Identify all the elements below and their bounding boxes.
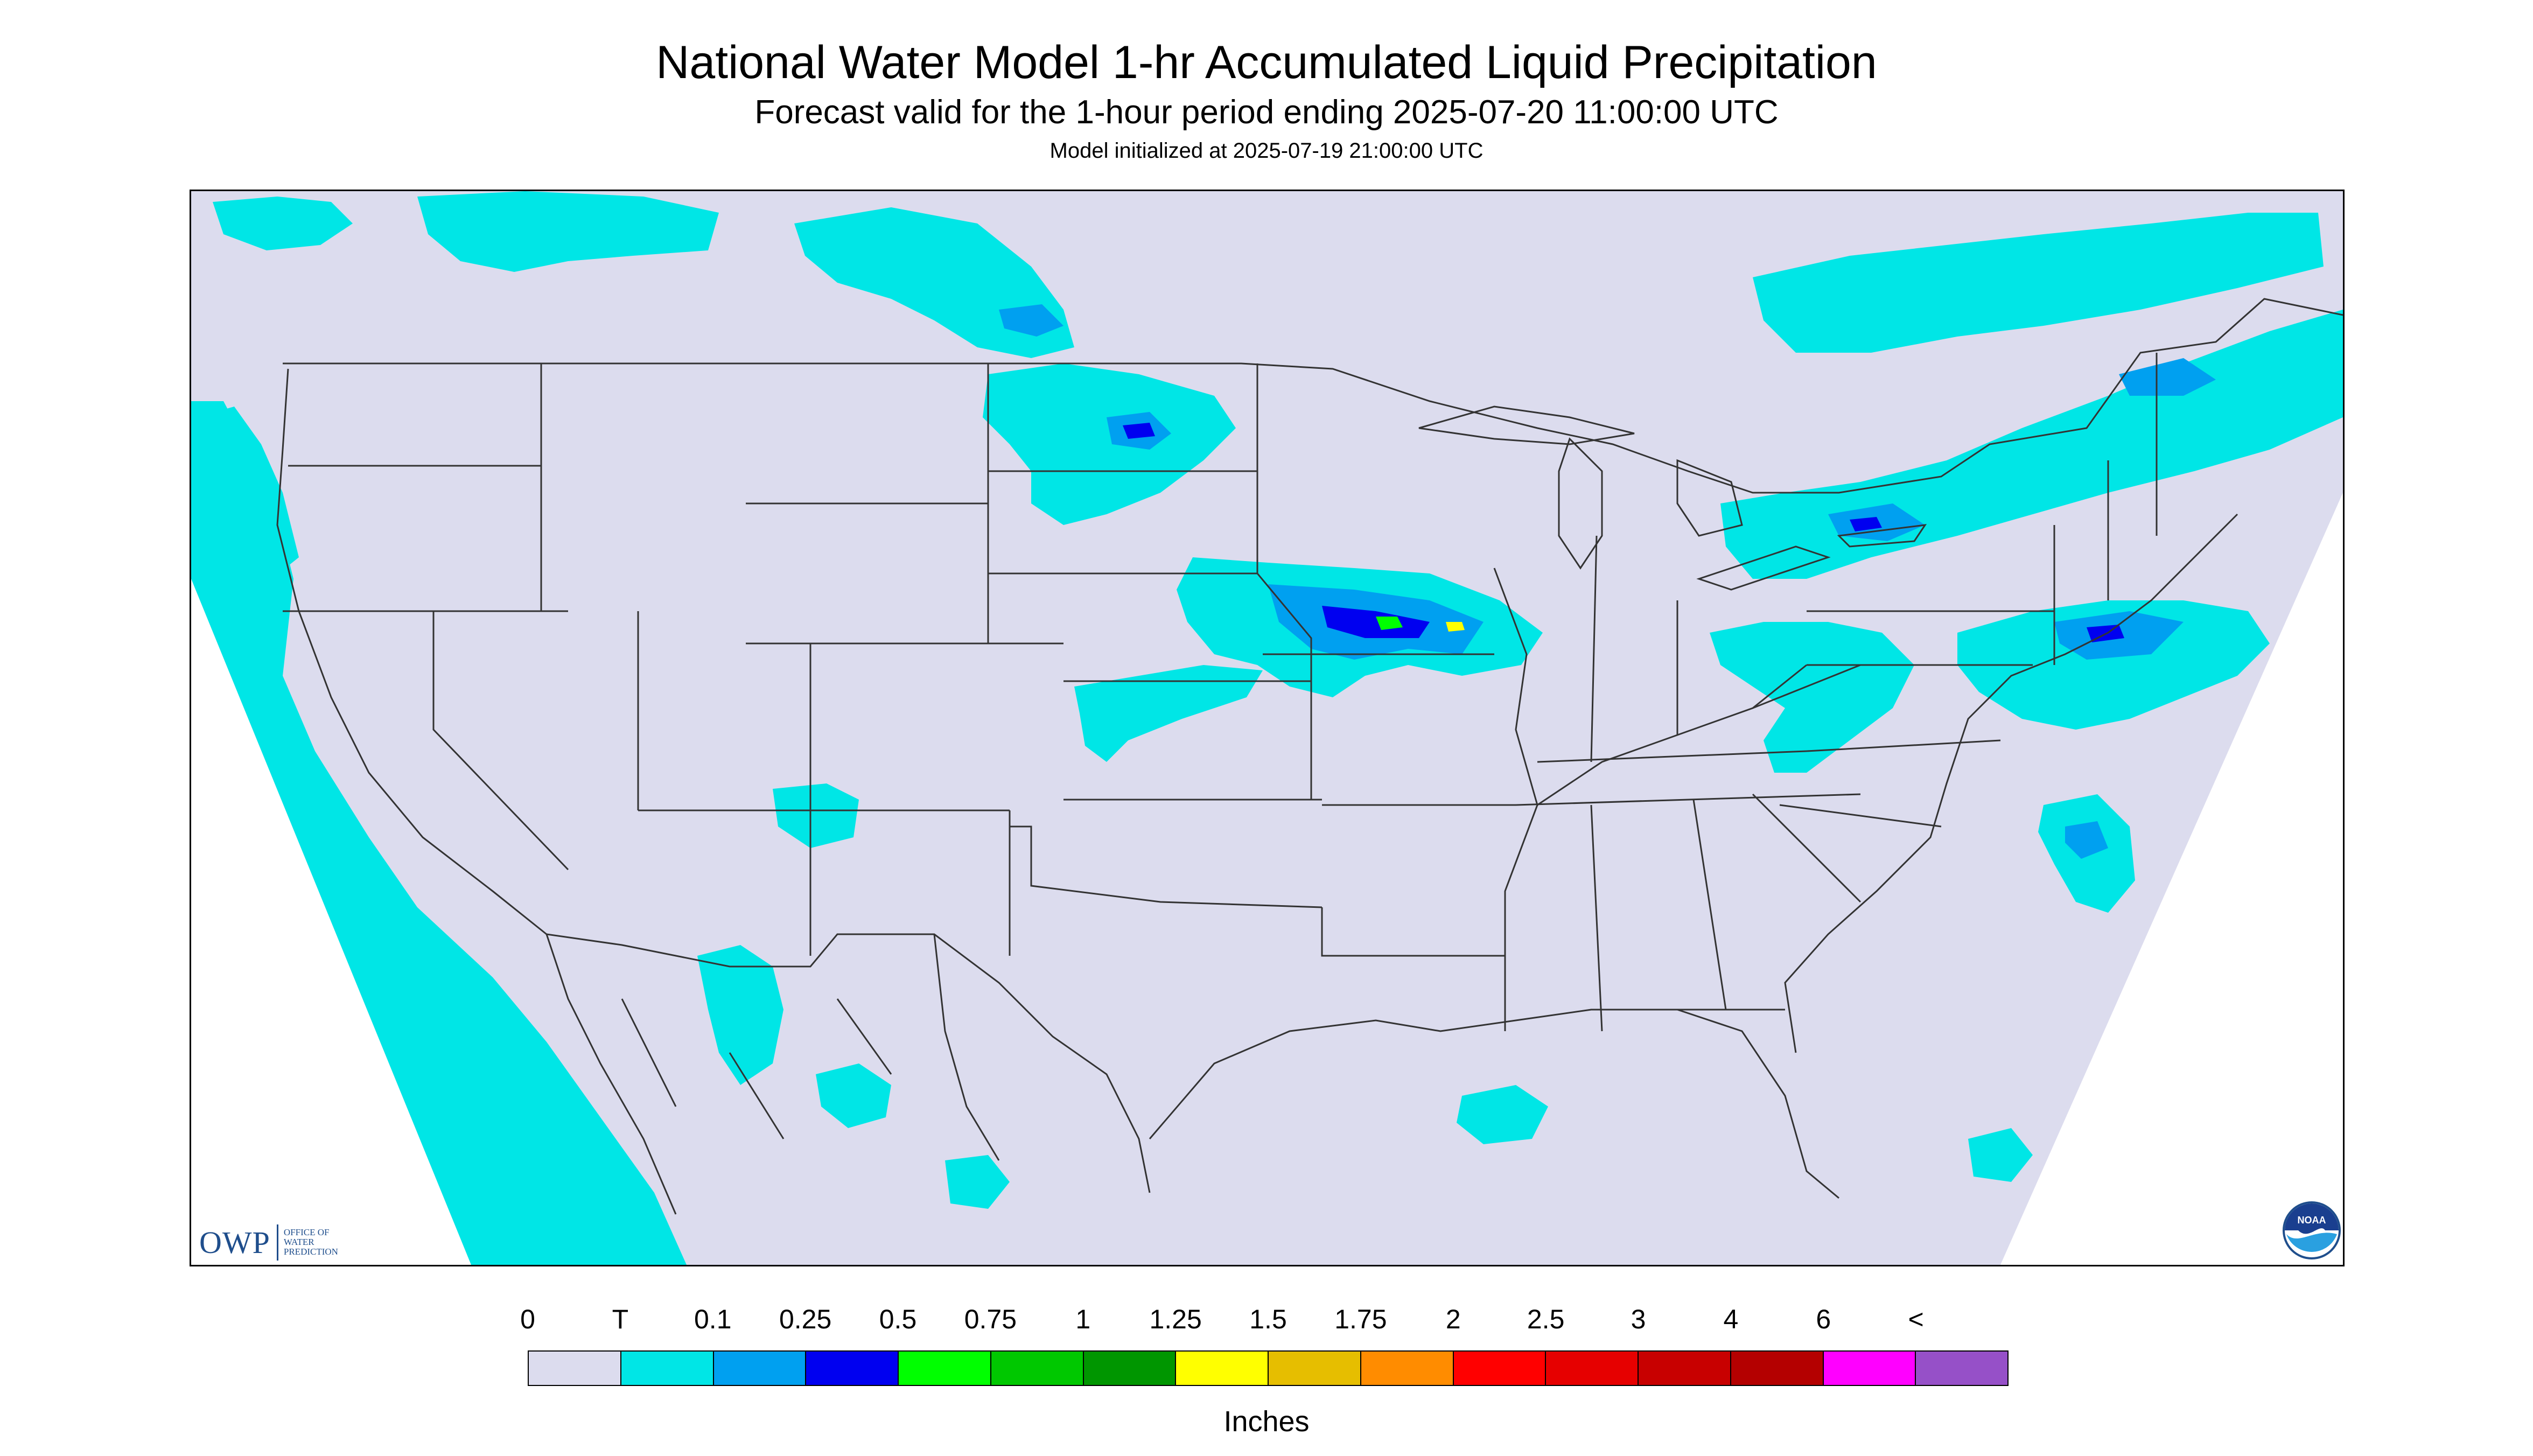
line-mn-east bbox=[1256, 363, 1312, 800]
legend-swatch bbox=[1269, 1352, 1361, 1385]
precip-area-gulf-scattered bbox=[1457, 1085, 1548, 1144]
gulf-coast-line bbox=[1149, 1009, 1839, 1199]
line-va-nc bbox=[1806, 739, 2001, 752]
baja-california bbox=[545, 934, 677, 1215]
line-ky-tn bbox=[1537, 750, 1807, 763]
lake-superior bbox=[1418, 405, 1635, 445]
line-tn-south bbox=[1515, 793, 1861, 806]
precip-area-north-plains bbox=[983, 363, 1236, 525]
legend-labels: 0 T 0.1 0.25 0.5 0.75 1 1.25 1.5 1.75 2 2.5 3 4 6 < bbox=[0, 1303, 2533, 1341]
legend-swatch bbox=[1361, 1352, 1454, 1385]
line-nc-sc bbox=[1779, 804, 1942, 828]
us-canada-border bbox=[283, 298, 2343, 494]
line-ok-tx bbox=[1010, 825, 1323, 908]
precipitation-map bbox=[191, 191, 2343, 1265]
noaa-logo-sky bbox=[2285, 1203, 2339, 1234]
legend-tick-label: 0.5 bbox=[879, 1304, 917, 1334]
precip-area-southwest-monsoon bbox=[697, 945, 783, 1085]
precip-core-green-midwest bbox=[1376, 617, 1403, 630]
precip-area-canada-mid bbox=[417, 191, 719, 272]
lake-huron bbox=[1676, 459, 1743, 537]
model-init-line: Model initialized at 2025-07-19 21:00:00… bbox=[1049, 139, 1484, 163]
precip-core-areas bbox=[999, 304, 2216, 859]
legend-tick-label: 3 bbox=[1631, 1304, 1646, 1334]
noaa-logo: NOAA bbox=[2283, 1201, 2341, 1259]
line-ga-sc bbox=[1752, 793, 1862, 903]
legend-tick-label: 0.1 bbox=[694, 1304, 732, 1334]
legend-swatch bbox=[1083, 1352, 1177, 1385]
precip-core-blue-lakes bbox=[1850, 517, 1882, 531]
owp-logo: OWP OFFICE OF WATER PREDICTION bbox=[199, 1223, 338, 1261]
line-il-in bbox=[1590, 535, 1598, 762]
precip-area-kansas-band bbox=[1074, 665, 1263, 762]
legend-swatch bbox=[1453, 1352, 1547, 1385]
precip-core-lightblue-offshore bbox=[2065, 821, 2108, 859]
line-al-ga bbox=[1692, 799, 1727, 1010]
precip-core-lightblue-northeast bbox=[2119, 358, 2216, 396]
legend-units-label: Inches bbox=[1223, 1405, 1310, 1438]
legend-tick-label: T bbox=[612, 1304, 629, 1334]
mexico-interior-lines bbox=[621, 934, 1000, 1161]
legend-tick-label: 1 bbox=[1075, 1304, 1091, 1334]
precip-area-northeast-canada bbox=[1753, 213, 2324, 353]
precip-core-blue-plains bbox=[1123, 423, 1155, 439]
precip-area-mexico-south bbox=[945, 1155, 1010, 1209]
precip-area-canada-west bbox=[213, 197, 353, 250]
legend-swatch bbox=[991, 1352, 1084, 1385]
legend-tick-label: 0.75 bbox=[964, 1304, 1017, 1334]
state-boundaries bbox=[276, 298, 2343, 1215]
domain-edge-east bbox=[2000, 493, 2343, 1265]
precip-area-pacific-northwest bbox=[197, 407, 299, 579]
west-coast-line bbox=[276, 368, 547, 935]
legend-swatch bbox=[899, 1352, 991, 1385]
legend-tick-label: 2 bbox=[1445, 1304, 1461, 1334]
legend-swatch bbox=[1916, 1352, 2007, 1385]
legend-swatch bbox=[1639, 1352, 1731, 1385]
legend-tick-label: 2.5 bbox=[1527, 1304, 1565, 1334]
east-coast-line bbox=[1784, 513, 2238, 1053]
owp-logo-letters: OWP bbox=[199, 1224, 278, 1261]
legend-swatch bbox=[1546, 1352, 1639, 1385]
legend-tick-label: 4 bbox=[1723, 1304, 1739, 1334]
owp-logo-words: OFFICE OF WATER PREDICTION bbox=[283, 1227, 338, 1257]
legend-tick-label: 1.25 bbox=[1149, 1304, 1202, 1334]
precip-core-blue-midwest bbox=[1322, 606, 1430, 638]
line-ca-nv bbox=[432, 611, 569, 871]
precip-area-sonora bbox=[816, 1063, 891, 1128]
legend-tick-label: 1.75 bbox=[1334, 1304, 1387, 1334]
noaa-logo-text: NOAA bbox=[2298, 1215, 2326, 1226]
legend-tick-label: 1.5 bbox=[1249, 1304, 1287, 1334]
legend-swatch bbox=[621, 1352, 714, 1385]
map-panel bbox=[190, 190, 2345, 1266]
line-wv bbox=[1752, 664, 1861, 709]
noaa-logo-water bbox=[2286, 1233, 2337, 1252]
precip-area-ohio-valley bbox=[1710, 622, 1914, 773]
line-ms-al bbox=[1590, 804, 1603, 1032]
legend-swatch bbox=[1731, 1352, 1824, 1385]
legend-colorbar bbox=[528, 1350, 2009, 1386]
line-mississippi bbox=[1493, 568, 1538, 956]
legend-swatch bbox=[529, 1352, 621, 1385]
map-title: National Water Model 1-hr Accumulated Li… bbox=[656, 37, 1877, 88]
precip-area-colorado-plateau bbox=[773, 783, 859, 848]
legend-swatch bbox=[713, 1352, 807, 1385]
line-ar-la bbox=[1321, 907, 1506, 1031]
precip-core-yellow-midwest bbox=[1446, 622, 1465, 632]
legend-tick-label: 0 bbox=[520, 1304, 535, 1334]
precip-area-caribbean bbox=[1968, 1128, 2033, 1182]
line-ohio-river bbox=[1537, 664, 1807, 806]
legend-swatch bbox=[1823, 1352, 1916, 1385]
precip-core-lightblue-canada bbox=[999, 304, 1063, 337]
precip-area-mid-atlantic bbox=[1957, 600, 2270, 730]
map-subtitle: Forecast valid for the 1-hour period end… bbox=[754, 94, 1779, 131]
lake-erie bbox=[1696, 545, 1831, 591]
lake-ontario bbox=[1837, 524, 1927, 548]
legend-tick-label: < bbox=[1908, 1304, 1924, 1334]
legend-tick-label: 0.25 bbox=[779, 1304, 832, 1334]
legend-swatch bbox=[1176, 1352, 1269, 1385]
legend-swatch bbox=[806, 1352, 899, 1385]
lake-michigan bbox=[1558, 437, 1603, 570]
legend-tick-label: 6 bbox=[1816, 1304, 1831, 1334]
